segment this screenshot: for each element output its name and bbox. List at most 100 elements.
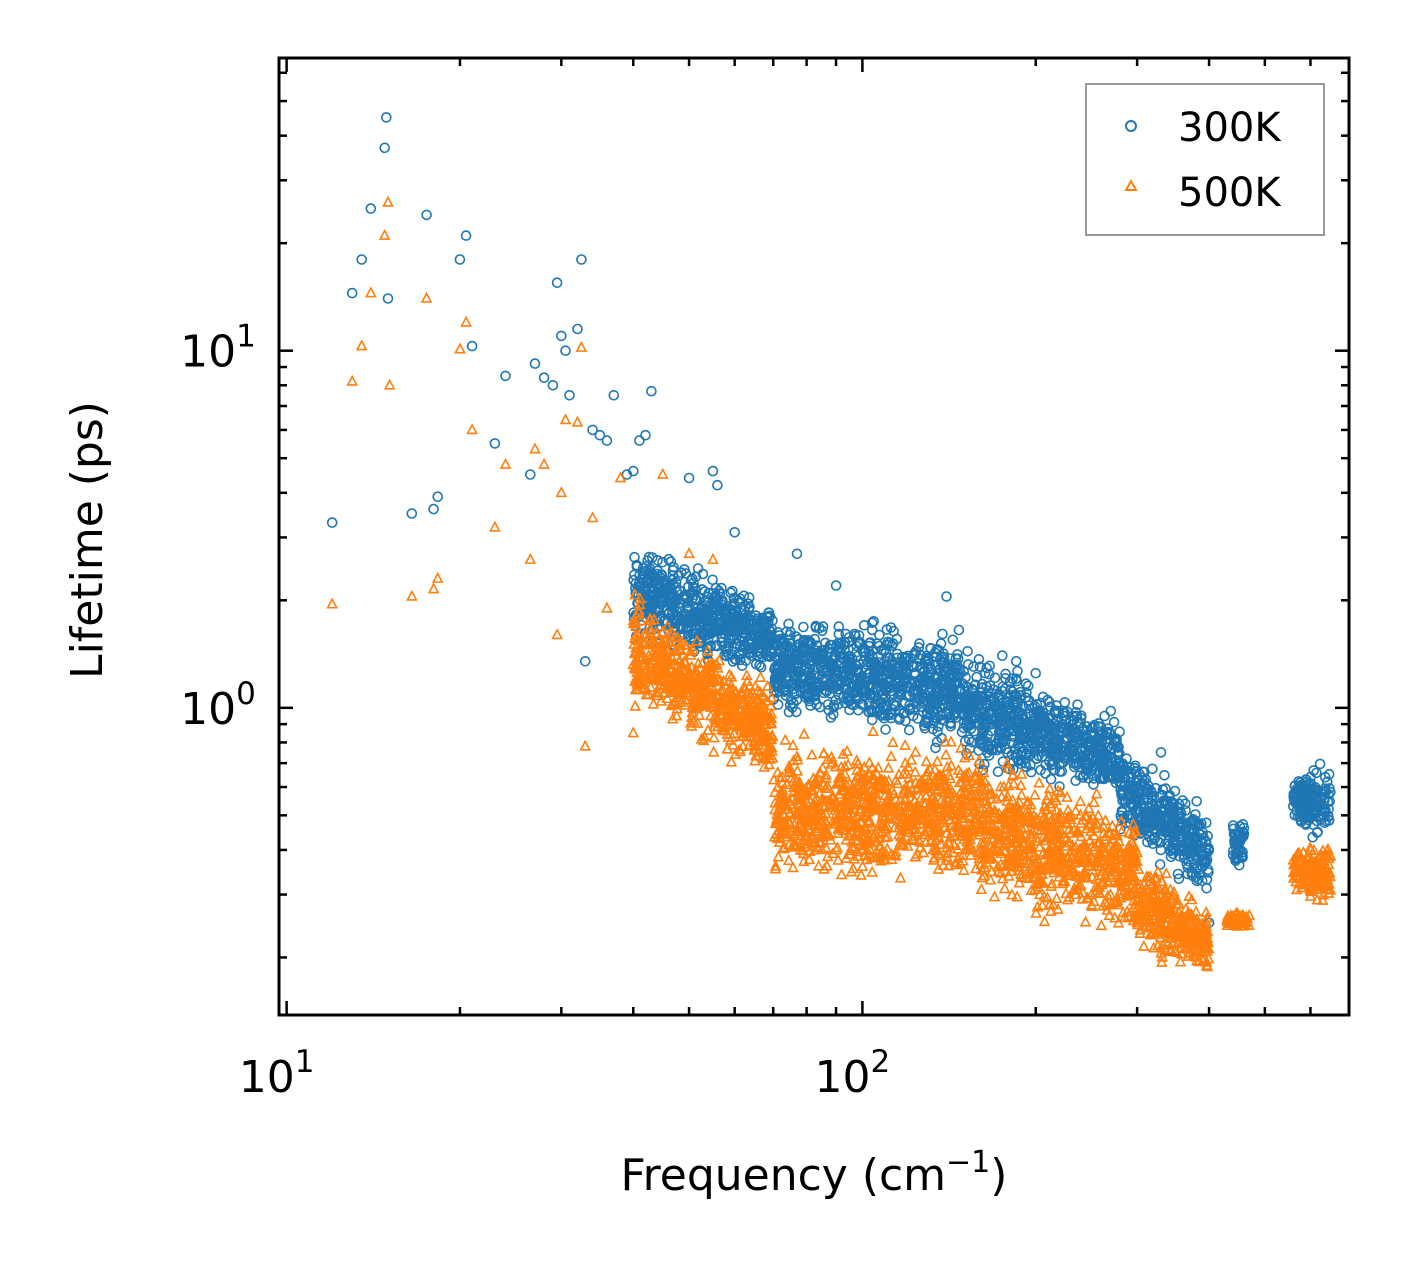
data-point: [909, 745, 922, 757]
data-point: [998, 733, 1009, 745]
data-point: [1074, 816, 1087, 828]
data-point: [1142, 836, 1153, 848]
data-point: [1061, 790, 1073, 802]
data-point: [757, 752, 770, 764]
data-point: [761, 749, 774, 761]
data-point: [870, 767, 883, 779]
data-point: [719, 628, 730, 640]
data-point: [647, 697, 660, 709]
data-point: [807, 784, 820, 796]
data-point: [785, 771, 798, 783]
data-point: [949, 803, 961, 815]
data-point: [846, 796, 859, 808]
data-point: [640, 429, 651, 441]
data-point: [693, 708, 706, 720]
data-point: [900, 792, 912, 804]
data-point: [1149, 832, 1161, 843]
data-point: [790, 653, 801, 665]
data-point: [710, 590, 721, 601]
data-point: [862, 680, 874, 692]
data-point: [1076, 710, 1087, 722]
data-point: [771, 815, 783, 827]
data-point: [826, 651, 837, 662]
data-point: [803, 853, 816, 865]
data-point: [991, 744, 1003, 756]
data-point: [848, 829, 861, 841]
data-point: [750, 713, 763, 725]
data-point: [717, 724, 730, 736]
data-point: [741, 611, 753, 622]
data-point: [958, 716, 970, 728]
data-point: [922, 674, 933, 686]
data-point: [800, 827, 813, 839]
data-point: [728, 727, 740, 739]
data-point: [1057, 718, 1068, 730]
data-point: [966, 794, 979, 806]
data-point: [932, 721, 944, 732]
data-point: [810, 622, 822, 633]
data-point: [876, 816, 889, 828]
data-point: [859, 806, 872, 818]
data-point: [1021, 797, 1034, 809]
data-point: [1104, 888, 1117, 900]
data-point: [819, 684, 831, 696]
data-point: [1085, 824, 1097, 836]
data-point: [1012, 665, 1023, 677]
data-point: [1155, 844, 1167, 856]
data-point: [1227, 849, 1239, 861]
data-point: [692, 563, 704, 574]
data-point: [587, 424, 598, 436]
data-point: [917, 796, 930, 808]
data-point: [707, 745, 720, 757]
data-point: [945, 717, 957, 729]
data-point: [743, 592, 755, 603]
data-point: [1016, 843, 1028, 855]
data-point: [988, 684, 999, 695]
data-point: [827, 790, 839, 802]
data-point: [911, 847, 923, 859]
data-point: [810, 792, 823, 804]
data-point: [1004, 676, 1016, 687]
data-point: [866, 624, 878, 636]
data-point: [1008, 731, 1020, 742]
data-point: [656, 625, 669, 637]
data-point: [874, 705, 886, 716]
data-point: [1163, 830, 1175, 842]
data-point: [702, 591, 713, 603]
data-point: [682, 677, 695, 689]
data-point: [816, 843, 828, 855]
data-point: [1010, 655, 1022, 667]
data-point: [935, 794, 947, 806]
data-point: [863, 802, 876, 814]
data-point: [708, 731, 720, 743]
data-point: [959, 792, 971, 804]
data-point: [1092, 809, 1105, 821]
data-point: [1072, 826, 1085, 838]
data-point: [888, 698, 900, 710]
data-point: [810, 822, 822, 834]
data-point: [817, 778, 830, 790]
data-point: [697, 734, 710, 746]
data-point: [721, 625, 733, 637]
data-point: [1093, 718, 1104, 729]
data-point: [712, 690, 724, 702]
data-point: [955, 829, 968, 841]
data-point: [944, 813, 957, 825]
data-point: [832, 644, 844, 656]
data-point: [1072, 752, 1083, 764]
data-point: [819, 771, 832, 783]
data-point: [745, 650, 757, 662]
data-point: [893, 812, 906, 824]
data-point: [695, 618, 707, 630]
data-point: [356, 254, 368, 265]
data-point: [647, 596, 659, 608]
data-point: [792, 780, 804, 792]
data-point: [832, 826, 844, 839]
data-point: [1040, 803, 1053, 815]
data-point: [855, 868, 867, 880]
data-point: [1029, 734, 1040, 746]
data-point: [637, 562, 649, 574]
data-point: [663, 606, 675, 618]
data-point: [1015, 767, 1028, 779]
data-point: [967, 804, 979, 816]
